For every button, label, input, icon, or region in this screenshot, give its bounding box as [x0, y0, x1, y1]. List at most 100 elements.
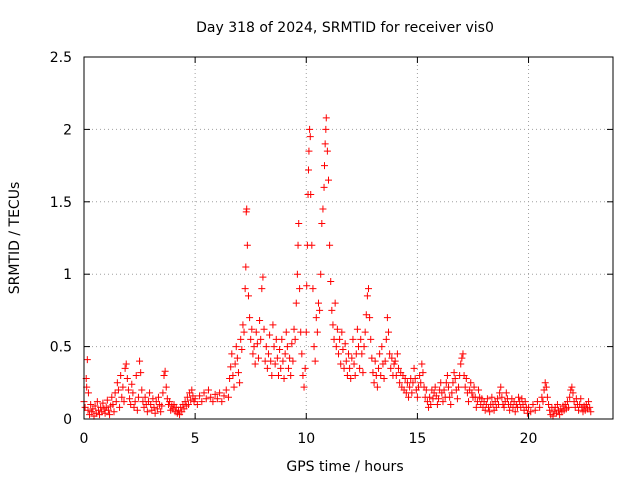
- data-point: [308, 241, 316, 249]
- data-point: [290, 325, 298, 333]
- data-point: [103, 396, 111, 404]
- data-point: [237, 335, 245, 343]
- data-point: [269, 321, 277, 329]
- x-tick-label-10: 10: [297, 431, 315, 447]
- data-point: [291, 335, 299, 343]
- data-point: [314, 299, 322, 307]
- data-point: [326, 241, 334, 249]
- data-point: [450, 369, 458, 377]
- data-point: [577, 395, 585, 403]
- data-point: [188, 386, 196, 394]
- data-point: [133, 406, 141, 414]
- y-tick-label-2-5: 2.5: [50, 50, 72, 66]
- data-point: [267, 357, 275, 365]
- data-point: [413, 393, 421, 401]
- data-point: [146, 389, 154, 397]
- data-point: [161, 367, 169, 375]
- data-point: [483, 395, 491, 403]
- data-point: [84, 406, 92, 414]
- data-point: [251, 360, 259, 368]
- data-point: [257, 335, 265, 343]
- chart-title: Day 318 of 2024, SRMTID for receiver vis…: [196, 20, 494, 36]
- data-point: [423, 398, 431, 406]
- data-point: [301, 364, 309, 372]
- data-point: [134, 393, 142, 401]
- data-point: [123, 374, 131, 382]
- data-point: [209, 398, 217, 406]
- data-point: [470, 383, 478, 391]
- data-point: [304, 166, 312, 174]
- data-point: [539, 398, 547, 406]
- data-point: [373, 383, 381, 391]
- data-point: [358, 350, 366, 358]
- data-point: [367, 335, 375, 343]
- data-point: [196, 392, 204, 400]
- data-point: [382, 335, 390, 343]
- data-point: [386, 350, 394, 358]
- data-point: [187, 396, 195, 404]
- data-point: [481, 406, 489, 414]
- data-point: [118, 393, 126, 401]
- data-point: [563, 398, 571, 406]
- data-point: [586, 403, 594, 411]
- data-point: [87, 401, 95, 409]
- data-point: [229, 372, 237, 380]
- data-point: [216, 389, 224, 397]
- data-point: [512, 401, 520, 409]
- data-point: [224, 393, 232, 401]
- data-markers: [80, 114, 595, 420]
- data-point: [230, 383, 238, 391]
- data-point: [419, 369, 427, 377]
- data-point: [220, 392, 228, 400]
- data-point: [183, 393, 191, 401]
- data-point: [190, 398, 198, 406]
- data-point: [153, 405, 161, 413]
- data-point: [318, 220, 326, 228]
- data-point: [375, 364, 383, 372]
- data-point: [181, 398, 189, 406]
- data-point: [527, 408, 535, 416]
- data-point: [305, 147, 313, 155]
- data-point: [104, 406, 112, 414]
- data-point: [418, 360, 426, 368]
- data-point: [313, 328, 321, 336]
- data-point: [350, 360, 358, 368]
- data-point: [218, 398, 226, 406]
- data-point: [343, 372, 351, 380]
- data-point: [276, 345, 284, 353]
- data-point: [159, 389, 167, 397]
- data-point: [126, 395, 134, 403]
- data-point: [191, 395, 199, 403]
- data-point: [346, 364, 354, 372]
- data-point: [202, 395, 210, 403]
- data-point: [365, 285, 373, 293]
- grid-lines: [84, 57, 613, 419]
- data-point: [198, 398, 206, 406]
- data-point: [306, 125, 314, 133]
- data-point: [101, 409, 109, 417]
- data-point: [502, 389, 510, 397]
- data-point: [439, 398, 447, 406]
- y-tick-label-0: 0: [63, 412, 72, 428]
- x-tick-label-15: 15: [408, 431, 426, 447]
- data-point: [160, 372, 168, 380]
- data-point: [445, 383, 453, 391]
- data-point: [302, 328, 310, 336]
- data-point: [443, 372, 451, 380]
- data-point: [440, 386, 448, 394]
- data-point: [371, 357, 379, 365]
- data-point: [147, 401, 155, 409]
- data-point: [132, 372, 140, 380]
- data-point: [362, 311, 370, 319]
- data-point: [122, 360, 130, 368]
- data-point: [120, 398, 128, 406]
- data-point: [242, 263, 250, 271]
- data-point: [250, 343, 258, 351]
- data-point: [232, 343, 240, 351]
- data-point: [536, 403, 544, 411]
- data-point: [453, 395, 461, 403]
- data-point: [240, 328, 248, 336]
- data-point: [227, 363, 235, 371]
- data-point: [448, 389, 456, 397]
- data-point: [339, 345, 347, 353]
